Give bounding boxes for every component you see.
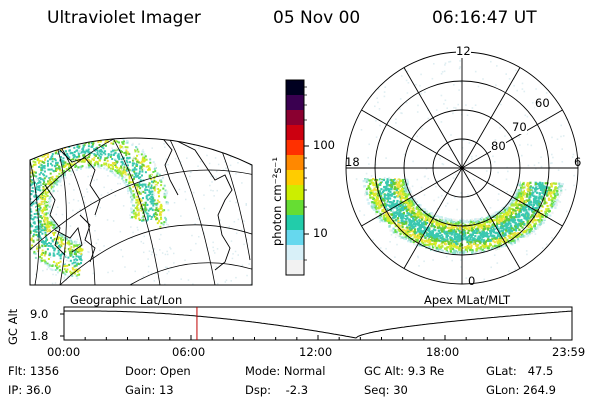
ip-value: IP: 36.0 (8, 383, 52, 397)
map-frame (29, 137, 253, 286)
gain-value: Gain: 13 (125, 383, 174, 397)
polar-grid (345, 51, 579, 285)
time-label: 06:16:47 UT (432, 8, 537, 28)
timeline-xtick-2359: 23:59 (552, 345, 586, 359)
timeline-plot (60, 306, 573, 341)
mlat-label-80: 80 (491, 139, 506, 153)
mlt-label-18: 18 (345, 155, 360, 169)
timeline-ytick-1-8: 1.8 (30, 329, 49, 343)
date-label: 05 Nov 00 (273, 8, 361, 28)
glon-value: GLon: 264.9 (486, 383, 556, 397)
colorbar (285, 79, 309, 276)
timeline-xtick-0600: 06:00 (172, 345, 206, 359)
flight-number: Flt: 1356 (8, 364, 60, 378)
apex-caption: Apex MLat/MLT (424, 293, 511, 307)
gc-alt-value: GC Alt: 9.3 Re (364, 364, 445, 378)
timeline-ytick-9: 9.0 (30, 307, 49, 321)
geo-aurora-emission (30, 138, 252, 285)
mlt-label-0: 0 (468, 274, 476, 288)
mlat-label-70: 70 (512, 120, 527, 134)
orbit-altitude-curve (64, 310, 573, 339)
colorbar-tick-100: 100 (313, 138, 335, 152)
seq-value: Seq: 30 (364, 383, 408, 397)
timeline-xtick-1800: 18:00 (426, 345, 460, 359)
colorbar-tick-10: 10 (313, 226, 328, 240)
mode-value: Mode: Normal (245, 364, 326, 378)
timeline-xtick-1200: 12:00 (299, 345, 333, 359)
polar-aurora-emission (352, 60, 576, 281)
instrument-title: Ultraviolet Imager (47, 8, 201, 28)
glat-value: GLat: 47.5 (486, 364, 554, 378)
mlt-label-6: 6 (574, 155, 582, 169)
door-status: Door: Open (125, 364, 191, 378)
timeline-ylabel: GC Alt (6, 308, 20, 345)
colorbar-unit-label: photon cm⁻²s⁻¹ (270, 157, 284, 246)
polar-plot (345, 51, 579, 285)
mlat-label-60: 60 (535, 96, 550, 110)
dsp-value: Dsp: -2.3 (245, 383, 309, 397)
geographic-caption: Geographic Lat/Lon (70, 293, 183, 307)
mlt-label-12: 12 (456, 44, 471, 58)
coastlines (44, 138, 233, 271)
timeline-xtick-0000: 00:00 (47, 345, 81, 359)
